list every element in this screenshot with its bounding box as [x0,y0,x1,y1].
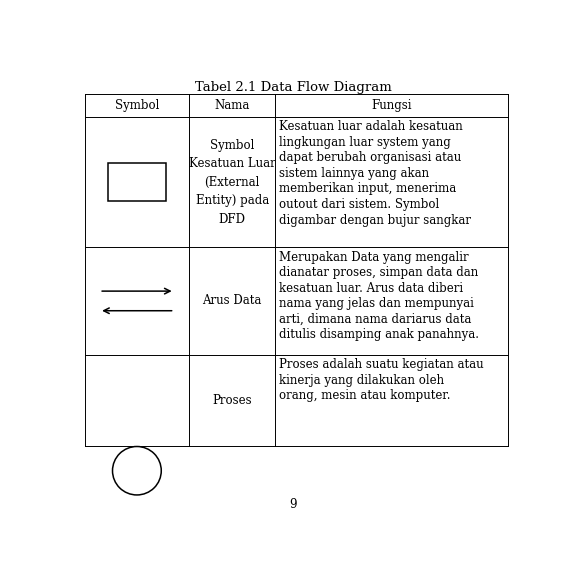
Text: Tabel 2.1 Data Flow Diagram: Tabel 2.1 Data Flow Diagram [195,80,391,94]
Text: arti, dimana nama dariarus data: arti, dimana nama dariarus data [279,313,471,326]
Text: 9: 9 [289,498,297,511]
Text: kinerja yang dilakukan oleh: kinerja yang dilakukan oleh [279,373,444,387]
Text: Symbol: Symbol [115,99,159,112]
Text: Arus Data: Arus Data [202,294,262,307]
Text: lingkungan luar system yang: lingkungan luar system yang [279,136,451,149]
Text: kesatuan luar. Arus data diberi: kesatuan luar. Arus data diberi [279,282,463,295]
Text: Kesatuan luar adalah kesatuan: Kesatuan luar adalah kesatuan [279,120,463,134]
Text: digambar dengan bujur sangkar: digambar dengan bujur sangkar [279,214,471,226]
Text: nama yang jelas dan mempunyai: nama yang jelas dan mempunyai [279,297,474,310]
Text: orang, mesin atau komputer.: orang, mesin atau komputer. [279,389,451,402]
Ellipse shape [113,446,161,495]
Text: Merupakan Data yang mengalir: Merupakan Data yang mengalir [279,251,468,264]
Text: Fungsi: Fungsi [372,99,412,112]
Text: sistem lainnya yang akan: sistem lainnya yang akan [279,167,429,180]
Text: Nama: Nama [214,99,250,112]
Text: memberikan input, menerima: memberikan input, menerima [279,182,456,196]
Text: Symbol
Kesatuan Luar
(External
Entity) pada
DFD: Symbol Kesatuan Luar (External Entity) p… [189,138,276,226]
Text: dapat berubah organisasi atau: dapat berubah organisasi atau [279,152,461,164]
Text: ditulis disamping anak panahnya.: ditulis disamping anak panahnya. [279,328,479,341]
Text: outout dari sistem. Symbol: outout dari sistem. Symbol [279,198,439,211]
Text: Proses adalah suatu kegiatan atau: Proses adalah suatu kegiatan atau [279,358,483,371]
Bar [108,163,166,201]
Text: dianatar proses, simpan data dan: dianatar proses, simpan data dan [279,266,478,279]
Text: Proses: Proses [212,394,252,407]
